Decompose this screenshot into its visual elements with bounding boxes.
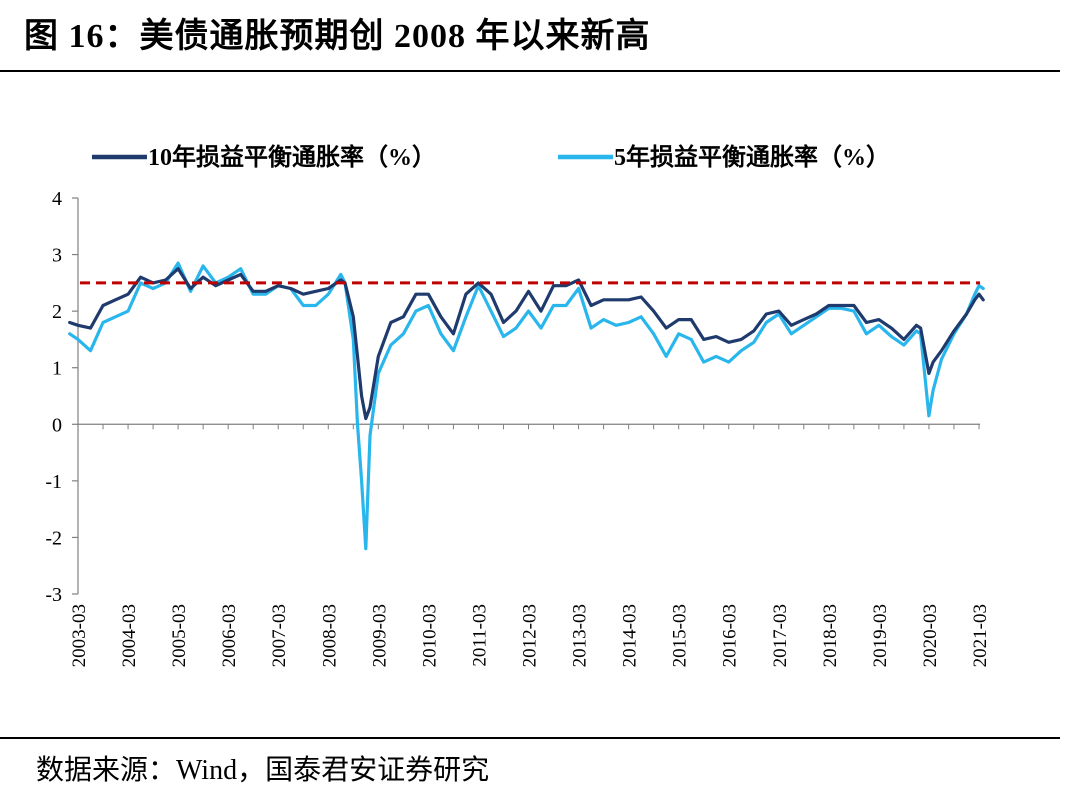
x-axis: 2003-03 2004-03 2005-03 2006-03 2007-03 2008-… — [69, 423, 991, 667]
x-tick-label: 2003-03 — [69, 604, 90, 667]
source-divider — [0, 737, 1060, 739]
x-tick-label: 2006-03 — [219, 604, 240, 667]
y-axis: 4 3 2 1 0 -1 -2 -3 — [45, 188, 79, 606]
y-tick-label: -3 — [45, 584, 62, 606]
source-note: 数据来源：Wind，国泰君安证券研究 — [36, 755, 490, 786]
x-tick-label: 2016-03 — [720, 604, 741, 667]
x-tick-label: 2007-03 — [269, 604, 290, 667]
legend-10y-label: 10年损益平衡通胀率（%） — [148, 143, 436, 171]
legend: 10年损益平衡通胀率（%） 5年损益平衡通胀率（%） — [92, 143, 890, 171]
x-tick-label: 2020-03 — [920, 604, 941, 667]
x-tick-label: 2011-03 — [469, 604, 490, 667]
x-tick-label: 2019-03 — [870, 604, 891, 667]
y-tick-label: 4 — [52, 188, 62, 210]
x-tick-label: 2004-03 — [119, 604, 140, 667]
y-tick-label: 3 — [52, 245, 62, 267]
x-tick-label: 2018-03 — [820, 604, 841, 667]
y-tick-label: 2 — [52, 301, 62, 323]
x-tick-label: 2015-03 — [670, 604, 691, 667]
x-tick-label: 2009-03 — [369, 604, 390, 667]
x-tick-label: 2010-03 — [419, 604, 440, 667]
y-tick-label: -2 — [45, 527, 62, 549]
y-tick-label: 1 — [52, 358, 62, 380]
y-tick-label: -1 — [45, 471, 62, 493]
x-tick-label: 2012-03 — [520, 604, 541, 667]
x-tick-label: 2017-03 — [770, 604, 791, 667]
x-tick-label: 2014-03 — [620, 604, 641, 667]
series-line-5y — [68, 261, 985, 551]
title-divider — [0, 70, 1060, 72]
x-tick-label: 2005-03 — [169, 604, 190, 667]
x-tick-label: 2021-03 — [970, 604, 991, 667]
figure-title: 图 16：美债通胀预期创 2008 年以来新高 — [24, 18, 651, 55]
series-line-10y — [68, 267, 985, 421]
series-group — [68, 261, 985, 551]
x-tick-label: 2008-03 — [319, 604, 340, 667]
y-tick-label: 0 — [52, 414, 62, 436]
x-tick-label: 2013-03 — [570, 604, 591, 667]
legend-5y-label: 5年损益平衡通胀率（%） — [614, 143, 890, 171]
